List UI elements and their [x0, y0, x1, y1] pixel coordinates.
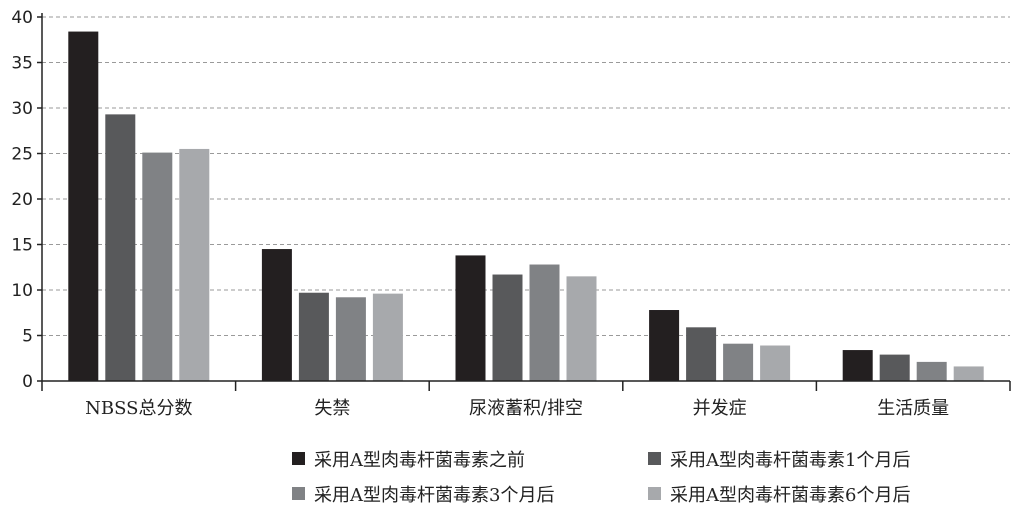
bar — [686, 327, 717, 381]
y-tick-label: 35 — [11, 54, 33, 74]
legend-item: 采用A型肉毒杆菌毒素6个月后 — [648, 485, 910, 506]
bar — [760, 345, 791, 381]
bar — [372, 293, 403, 381]
bar — [649, 310, 680, 381]
y-tick-label: 20 — [11, 190, 33, 210]
legend-label: 采用A型肉毒杆菌毒素6个月后 — [670, 485, 910, 506]
x-category-label: 尿液蓄积/排空 — [469, 398, 583, 419]
y-axis-ticks: 0 5 10 15 20 25 30 35 40 — [11, 8, 42, 392]
y-tick-label: 30 — [11, 99, 33, 119]
bar — [68, 31, 99, 382]
bar — [105, 114, 136, 382]
bar — [529, 264, 560, 381]
y-tick-label: 10 — [11, 281, 33, 301]
y-tick-label: 0 — [22, 372, 33, 392]
legend-label: 采用A型肉毒杆菌毒素1个月后 — [670, 450, 910, 471]
legend-swatch — [292, 452, 305, 465]
bar — [566, 276, 597, 381]
bar — [142, 152, 173, 381]
y-tick-label: 25 — [11, 145, 33, 165]
legend: 采用A型肉毒杆菌毒素之前 采用A型肉毒杆菌毒素1个月后采用A型肉毒杆菌毒素3个月后… — [292, 450, 910, 506]
bar — [723, 343, 754, 381]
legend-label: 采用A型肉毒杆菌毒素之前 — [314, 450, 525, 471]
x-category-label: 失禁 — [314, 398, 350, 419]
legend-item: 采用A型肉毒杆菌毒素3个月后 — [292, 485, 554, 506]
x-category-label: 并发症 — [693, 398, 747, 419]
y-tick-label: 15 — [11, 236, 33, 256]
bar — [492, 274, 523, 381]
bar — [953, 366, 984, 381]
bar — [261, 249, 292, 381]
legend-swatch — [648, 487, 661, 500]
bar — [916, 361, 947, 381]
bar — [842, 350, 873, 381]
bar — [455, 255, 486, 381]
x-category-label: NBSS总分数 — [85, 398, 192, 419]
bar — [298, 292, 329, 381]
y-tick-label: 5 — [22, 327, 33, 347]
bar — [179, 148, 210, 381]
y-tick-label: 40 — [11, 8, 33, 28]
x-axis-ticks: NBSS总分数 失禁 尿液蓄积/排空 并发症 生活质量 — [85, 381, 1011, 419]
bar — [335, 297, 366, 381]
bar — [879, 354, 910, 381]
legend-item: 采用A型肉毒杆菌毒素1个月后 — [648, 450, 910, 471]
bars — [68, 31, 984, 382]
legend-item: 采用A型肉毒杆菌毒素之前 — [292, 450, 525, 471]
legend-swatch — [648, 452, 661, 465]
legend-label: 采用A型肉毒杆菌毒素3个月后 — [314, 485, 554, 506]
legend-swatch — [292, 487, 305, 500]
x-category-label: 生活质量 — [877, 398, 949, 419]
